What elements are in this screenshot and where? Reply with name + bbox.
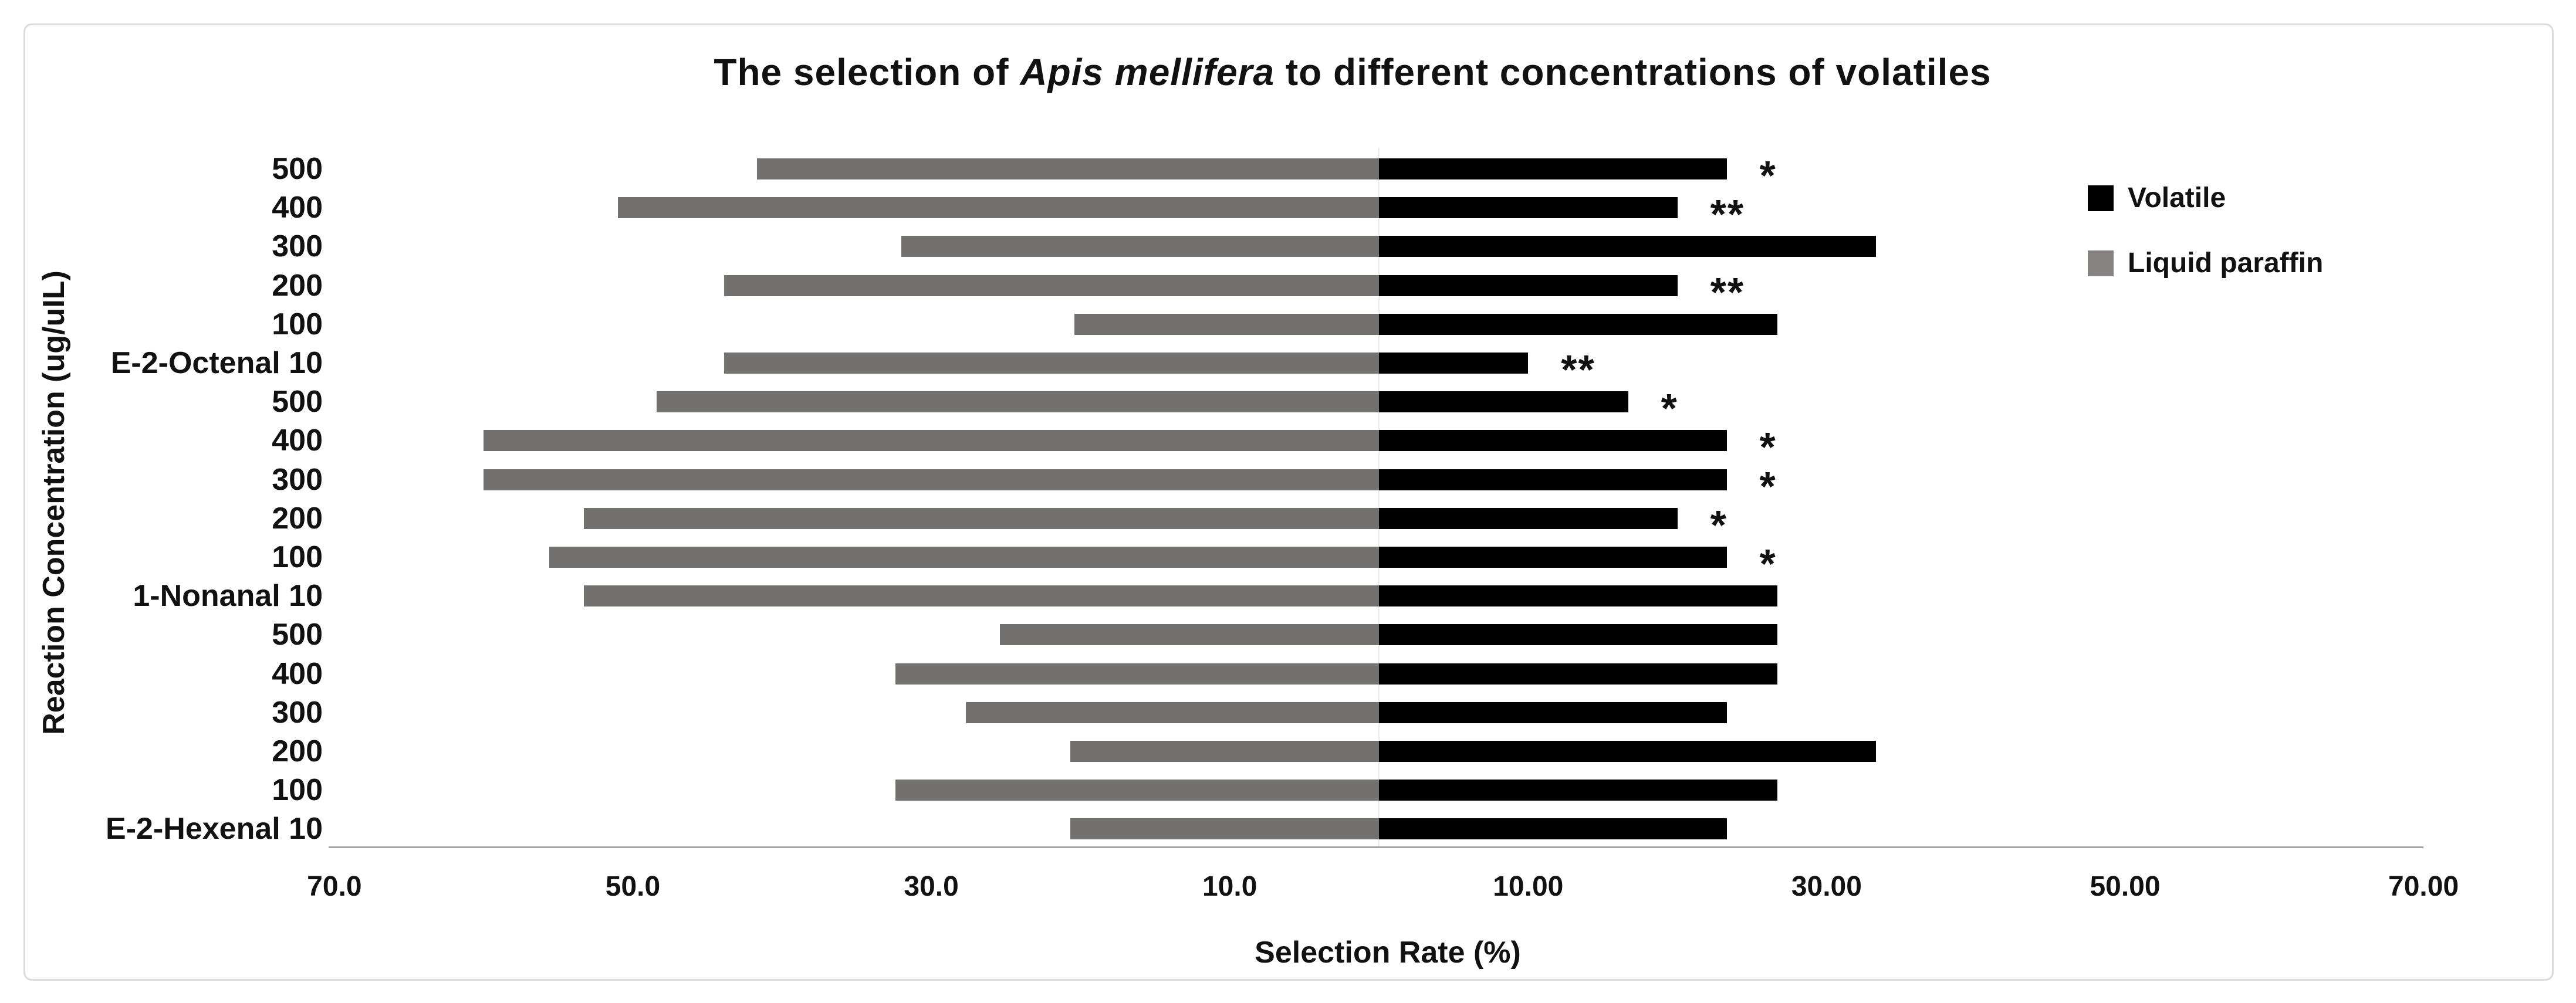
x-axis-tick-left: 70.0: [307, 871, 362, 902]
y-axis-label: 300: [272, 462, 323, 497]
bar-liquid-paraffin: [901, 236, 1379, 257]
bar-volatile: [1379, 624, 1777, 646]
significance-mark: *: [1661, 385, 1678, 432]
significance-mark: *: [1759, 153, 1777, 198]
x-axis-tick-left: 50.0: [605, 871, 661, 902]
x-axis-line: [329, 846, 2423, 848]
bar-volatile: [1379, 197, 1678, 219]
bar-liquid-paraffin: [657, 391, 1379, 413]
y-axis-label: 100: [272, 773, 323, 808]
bar-liquid-paraffin: [1074, 313, 1379, 335]
bar-volatile: [1379, 780, 1777, 801]
significance-mark: *: [1759, 463, 1777, 509]
bar-liquid-paraffin: [484, 469, 1379, 490]
y-axis-label: 500: [272, 152, 323, 186]
bar-liquid-paraffin: [895, 663, 1379, 685]
bar-volatile: [1379, 158, 1727, 179]
significance-mark: *: [1759, 541, 1777, 587]
bar-volatile: [1379, 391, 1628, 413]
y-axis-label: 200: [272, 734, 323, 768]
significance-mark: **: [1710, 191, 1745, 238]
chart-title-post: to different concentrations of volatiles: [1275, 51, 1992, 93]
bar-volatile: [1379, 702, 1727, 723]
legend-swatch-volatile: [2088, 185, 2114, 211]
y-axis-label: 200: [272, 501, 323, 536]
bar-liquid-paraffin: [724, 275, 1379, 296]
y-axis-title: Reaction Concentration (ug/uIL): [37, 270, 71, 735]
x-axis-tick-right: 50.00: [2090, 871, 2161, 902]
bar-volatile: [1379, 236, 1876, 257]
y-axis-label: 400: [272, 191, 323, 225]
significance-mark: *: [1759, 424, 1777, 470]
bar-liquid-paraffin: [965, 702, 1379, 723]
y-axis-label: 400: [272, 423, 323, 458]
bar-liquid-paraffin: [724, 353, 1379, 374]
significance-mark: **: [1561, 347, 1595, 392]
x-axis-title: Selection Rate (%): [1255, 936, 1521, 970]
bar-volatile: [1379, 353, 1529, 374]
bar-liquid-paraffin: [618, 197, 1379, 219]
y-axis-label: 200: [272, 268, 323, 303]
y-axis-label: 100: [272, 540, 323, 574]
legend-label-liquid-paraffin: Liquid paraffin: [2128, 248, 2324, 279]
y-axis-label: 300: [272, 695, 323, 730]
legend-item-volatile: Volatile: [2088, 182, 2323, 214]
bar-liquid-paraffin: [1000, 624, 1379, 646]
center-gridline: [1378, 148, 1380, 847]
bar-volatile: [1379, 818, 1727, 840]
bar-liquid-paraffin: [895, 780, 1379, 801]
legend-swatch-liquid-paraffin: [2088, 250, 2114, 276]
bar-volatile: [1379, 547, 1727, 568]
y-axis-label: 100: [272, 307, 323, 341]
bar-volatile: [1379, 313, 1777, 335]
bar-liquid-paraffin: [484, 430, 1379, 452]
y-axis-label: 1-Nonanal 10: [133, 579, 323, 614]
bar-liquid-paraffin: [1070, 741, 1379, 762]
x-axis-tick-right: 30.00: [1791, 871, 1862, 902]
bar-volatile: [1379, 469, 1727, 490]
bar-liquid-paraffin: [1070, 818, 1379, 840]
chart-title-pre: The selection of: [714, 51, 1020, 93]
bar-volatile: [1379, 663, 1777, 685]
y-axis-label: 500: [272, 385, 323, 419]
chart-title: The selection of Apis mellifera to diffe…: [179, 50, 2526, 94]
y-axis-label: 300: [272, 229, 323, 264]
bar-volatile: [1379, 430, 1727, 452]
bar-volatile: [1379, 585, 1777, 607]
x-axis-tick-right: 70.00: [2388, 871, 2459, 902]
bar-volatile: [1379, 275, 1678, 296]
x-axis-tick-left: 30.0: [904, 871, 959, 902]
bar-liquid-paraffin: [549, 547, 1379, 568]
bar-volatile: [1379, 507, 1678, 529]
significance-mark: **: [1710, 269, 1745, 315]
y-axis-label: E-2-Octenal 10: [110, 346, 323, 380]
significance-mark: *: [1710, 502, 1728, 548]
bar-liquid-paraffin: [583, 585, 1379, 607]
y-axis-label: E-2-Hexenal 10: [106, 812, 323, 846]
legend-label-volatile: Volatile: [2128, 182, 2226, 214]
x-axis-tick-right: 10.00: [1493, 871, 1564, 902]
legend-item-liquid-paraffin: Liquid paraffin: [2088, 247, 2323, 279]
y-axis-label: 400: [272, 656, 323, 691]
chart-title-species: Apis mellifera: [1020, 51, 1275, 93]
bar-volatile: [1379, 741, 1876, 762]
bar-liquid-paraffin: [756, 158, 1379, 179]
legend: Volatile Liquid paraffin: [2088, 182, 2323, 279]
x-axis-tick-left: 10.0: [1202, 871, 1257, 902]
y-axis-label: 500: [272, 618, 323, 652]
bar-liquid-paraffin: [583, 507, 1379, 529]
